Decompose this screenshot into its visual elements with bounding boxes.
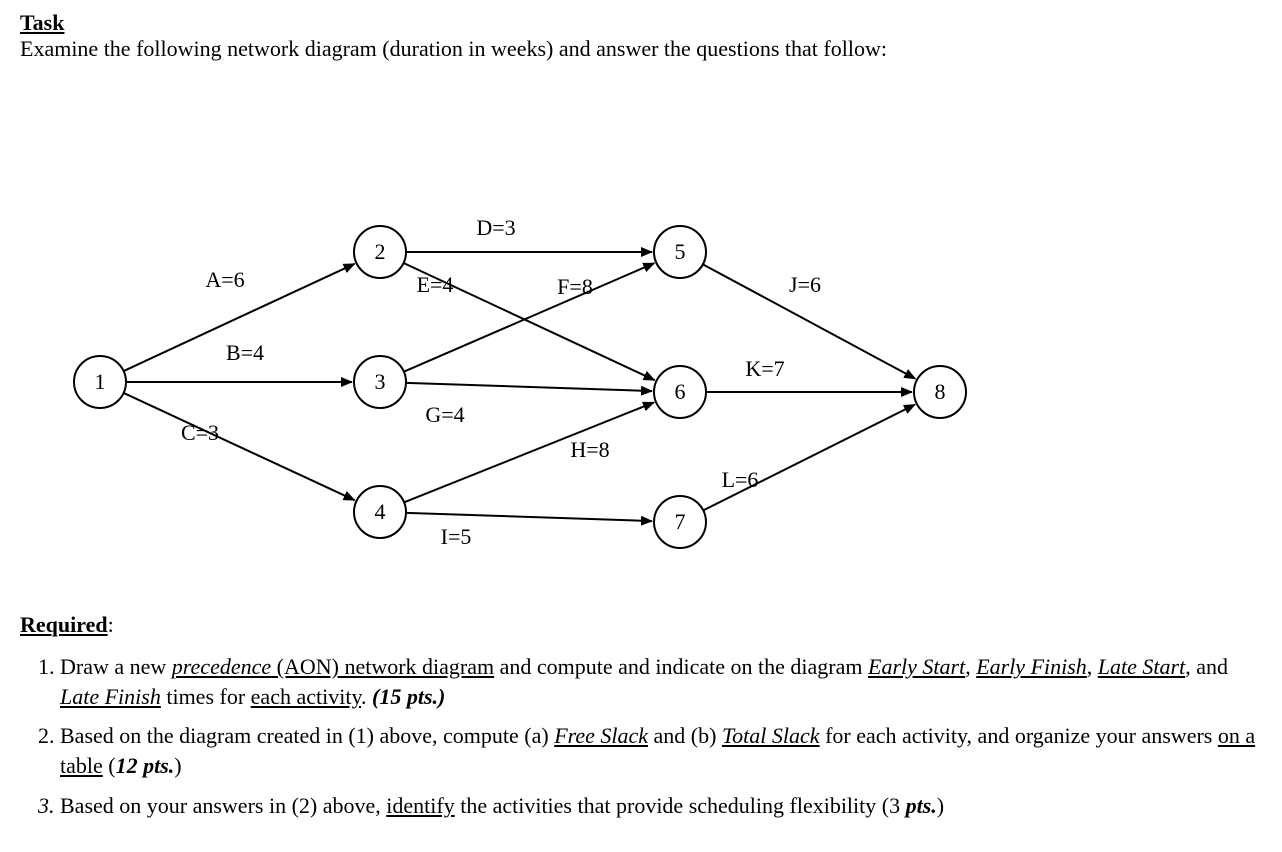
edge-label-F: F=8 [557,274,593,299]
task-heading: Task [20,10,64,35]
q2-close: ) [174,753,181,778]
node-label-4: 4 [375,499,386,524]
q2-text2: for each activity, and organize your ans… [820,723,1218,748]
colon: : [108,612,114,637]
required-heading: Required [20,612,108,637]
edge-1-4 [124,393,355,500]
q3-close: ) [937,793,944,818]
intro-text: Examine the following network diagram (d… [20,36,887,61]
q1-text2: and compute and indicate on the diagram [494,654,868,679]
q1-ls: Late Start [1098,654,1185,679]
q1-text: Draw a new [60,654,172,679]
node-label-5: 5 [675,239,686,264]
q1-text4: . [361,684,372,709]
edge-label-A: A=6 [205,267,244,292]
node-label-1: 1 [95,369,106,394]
q2-ts: Total Slack [722,723,820,748]
edge-label-G: G=4 [425,402,464,427]
q1-precedence: precedence [172,654,271,679]
q1-ea: each activity [251,684,361,709]
node-label-2: 2 [375,239,386,264]
node-label-7: 7 [675,509,686,534]
edge-label-L: L=6 [722,467,759,492]
task-block: Task Examine the following network diagr… [20,10,1262,62]
q1-c2: , [1087,654,1098,679]
node-label-6: 6 [675,379,686,404]
q1-c1: , [965,654,976,679]
q1-pts: (15 pts.) [372,684,445,709]
edge-label-C: C=3 [181,420,219,445]
node-label-8: 8 [935,379,946,404]
question-2: Based on the diagram created in (1) abov… [60,721,1262,780]
network-diagram-container: 1 2 3 4 5 6 7 8 A=6 B=4 C=3 D=3 E=4 F=8 G=4 H=8 I=5 J=6 K… [20,82,1262,582]
question-1: Draw a new precedence (AON) network diag… [60,652,1262,711]
edge-label-K: K=7 [745,356,784,381]
q2-fs: Free Slack [554,723,648,748]
edge-label-J: J=6 [789,272,821,297]
edge-label-D: D=3 [476,215,515,240]
network-diagram: 1 2 3 4 5 6 7 8 A=6 B=4 C=3 D=3 E=4 F=8 G=4 H=8 I=5 J=6 K… [20,82,1000,582]
q2-pts: 12 pts. [116,753,175,778]
q2-text: Based on the diagram created in (1) abov… [60,723,554,748]
q3-id: identify [386,793,454,818]
q2-text3: ( [103,753,116,778]
q3-text: Based on your answers in (2) above, [60,793,386,818]
edge-label-B: B=4 [226,340,264,365]
edge-3-6 [406,383,652,391]
edge-label-H: H=8 [570,437,609,462]
node-label-3: 3 [375,369,386,394]
q1-text3: times for [161,684,251,709]
q1-c3: , and [1185,654,1228,679]
edge-label-E: E=4 [417,272,454,297]
q2-mid: and (b) [648,723,722,748]
q1-ef: Early Finish [976,654,1087,679]
q1-lf: Late Finish [60,684,161,709]
q3-pts: pts. [906,793,937,818]
edge-label-I: I=5 [441,524,472,549]
edge-7-8 [703,405,915,511]
questions-list: Draw a new precedence (AON) network diag… [20,652,1262,820]
question-3: Based on your answers in (2) above, iden… [60,791,1262,821]
edge-4-7 [406,513,652,521]
required-block: Required: [20,612,1262,638]
q3-text2: the activities that provide scheduling f… [455,793,906,818]
q1-aon: (AON) network diagram [271,654,494,679]
q1-es: Early Start [868,654,965,679]
